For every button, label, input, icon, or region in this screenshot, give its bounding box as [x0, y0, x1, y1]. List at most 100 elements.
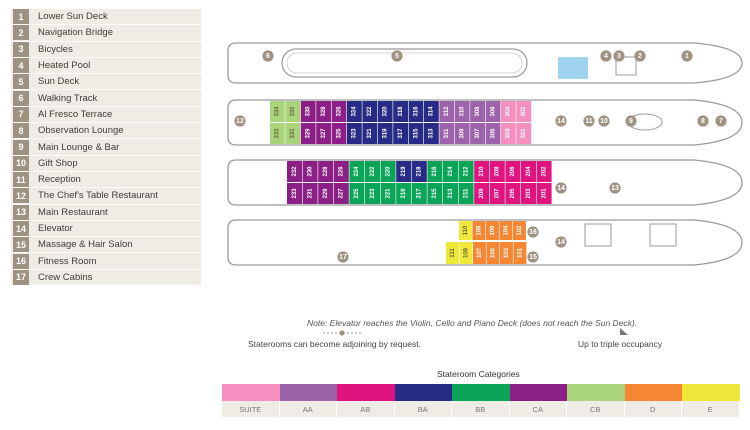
- legend-number: 9: [13, 139, 29, 155]
- cabin-number: 328: [321, 106, 327, 117]
- cabin-number: 101: [517, 247, 523, 258]
- legend-label: Walking Track: [38, 92, 98, 104]
- cabin-number: 301: [521, 128, 527, 139]
- violin-top-cabin: [393, 101, 408, 122]
- cabin-number: 216: [432, 166, 438, 177]
- cabin-number: 211: [463, 188, 469, 198]
- category-label: AB: [337, 401, 395, 417]
- cabin-number: 233: [292, 188, 298, 199]
- cello-bottom-cabin: [380, 183, 396, 204]
- adjoining-note: Staterooms can become adjoining by reque…: [248, 339, 421, 349]
- cabin-number: 103: [504, 247, 510, 258]
- piano-bottom-cabin: [500, 242, 513, 264]
- cabin-number: 309: [460, 128, 466, 139]
- violin-bottom-cabin: [454, 123, 470, 144]
- legend-label: Observation Lounge: [38, 125, 124, 137]
- cello-top-cabin: [411, 161, 427, 182]
- piano-bottom-cabin: [459, 242, 473, 264]
- sun-deck-marker: 5: [395, 53, 399, 60]
- piano-deck-marker-circle: [555, 236, 567, 248]
- cabin-number: 303: [506, 128, 512, 139]
- violin-bottom-cabin: [516, 123, 532, 144]
- category-label: CA: [509, 401, 567, 417]
- category-label: D: [624, 401, 682, 417]
- violin-deck-marker: 14: [557, 118, 565, 125]
- cabin-number: 109: [463, 247, 469, 258]
- cabin-number: 321: [367, 128, 373, 139]
- violin-top-cabin: [347, 101, 362, 122]
- legend-number: 2: [13, 25, 29, 41]
- violin-top-cabin: [485, 101, 501, 122]
- walking-track: [281, 48, 528, 78]
- cello-bottom-cabin: [427, 183, 443, 204]
- category-bb: BB: [452, 384, 510, 417]
- cabin-number: 311: [444, 128, 450, 138]
- cabin-number: 215: [432, 188, 438, 199]
- legend-number: 8: [13, 123, 29, 139]
- cabin-number: 310: [460, 106, 466, 117]
- piano-top-cabin: [486, 221, 499, 240]
- sun-deck-marker-circle: [681, 50, 693, 62]
- piano-deck-marker: 16: [529, 229, 537, 236]
- cabin-number: 221: [385, 188, 391, 199]
- cello-bottom-cabin: [302, 183, 318, 204]
- cabin-number: 219: [401, 166, 407, 177]
- category-swatch: [452, 384, 510, 401]
- cello-top-cabin: [458, 161, 474, 182]
- category-swatch: [624, 384, 682, 401]
- legend-number: 1: [13, 9, 29, 25]
- piano-top-cabin: [459, 221, 472, 240]
- cello-top-cabin: [380, 161, 396, 182]
- sun-deck-marker: 2: [638, 53, 642, 60]
- cabin-number: 331: [290, 128, 296, 139]
- cello-top-cabin: [536, 161, 552, 182]
- cabin-number: 302: [521, 106, 527, 117]
- cello-top-cabin: [489, 161, 505, 182]
- violin-deck-marker: 9: [629, 118, 633, 125]
- violin-top-cabin: [300, 101, 316, 122]
- legend-item: 17 Crew Cabins: [11, 269, 201, 287]
- violin-bottom-cabin: [300, 123, 316, 144]
- categories-title: Stateroom Categories: [437, 369, 520, 379]
- cello-bottom-cabin: [318, 183, 334, 204]
- triple-occupancy-note: Up to triple occupancy: [578, 339, 663, 349]
- legend-number: 3: [13, 41, 29, 57]
- piano-service-room: [584, 223, 612, 247]
- sun-deck-marker-circle: [391, 50, 403, 62]
- cabin-number: 104: [503, 225, 509, 236]
- legend-number: 11: [13, 172, 29, 188]
- cello-bottom-cabin: [349, 183, 365, 204]
- cabin-number: 230: [307, 166, 313, 177]
- legend-item: 1 Lower Sun Deck: [11, 9, 201, 26]
- category-label: CB: [567, 401, 625, 417]
- legend-label: Sun Deck: [38, 76, 80, 88]
- piano-top-cabin: [472, 221, 486, 240]
- cabin-number: 228: [323, 166, 329, 177]
- cabin-number: 334: [275, 106, 281, 117]
- cabin-number: 212: [463, 166, 469, 177]
- category-swatch: [337, 384, 395, 401]
- piano-deck-marker-circle: [527, 226, 539, 238]
- cello-bottom-cabin: [365, 183, 380, 204]
- category-label: E: [682, 401, 740, 417]
- category-ca: CA: [509, 384, 567, 417]
- violin-bottom-cabin: [501, 123, 516, 144]
- violin-top-cabin: [270, 101, 285, 122]
- cabin-number: 313: [429, 128, 435, 139]
- legend-label: Crew Cabins: [38, 271, 93, 283]
- cello-bottom-cabin: [505, 183, 521, 204]
- cello-bottom-cabin: [521, 183, 536, 204]
- cabin-number: 322: [367, 106, 373, 117]
- legend-label: Gift Shop: [38, 157, 78, 169]
- violin-bottom-cabin: [377, 123, 393, 144]
- violin-top-cabin: [362, 101, 378, 122]
- legend-number: 4: [13, 58, 29, 74]
- piano-deck-marker: 17: [339, 254, 347, 261]
- piano-service-room: [649, 223, 677, 247]
- violin-deck-marker: 11: [585, 118, 593, 125]
- cabin-number: 220: [385, 166, 391, 177]
- cabin-number: 232: [292, 166, 298, 177]
- legend-item: 10 Gift Shop: [11, 155, 201, 172]
- violin-bottom-cabin: [485, 123, 501, 144]
- piano-deck-marker: 14: [557, 239, 565, 246]
